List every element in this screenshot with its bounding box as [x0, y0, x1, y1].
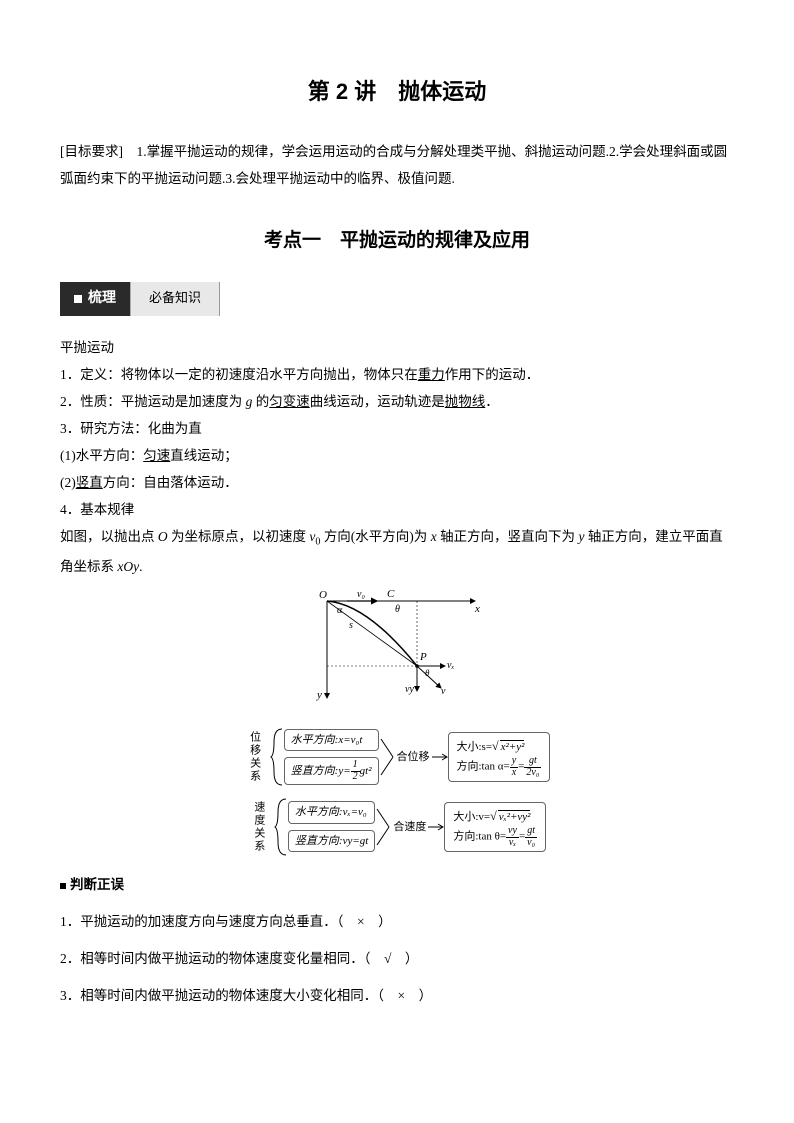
- svg-text:v: v: [441, 686, 446, 697]
- flow-velocity: 速度关系 水平方向:vₓ=v₀ 竖直方向:vy=gt 合速度 大小:v=√vₓ²…: [248, 797, 546, 857]
- banner: 梳理 必备知识: [60, 282, 734, 316]
- banner-right: 必备知识: [130, 282, 220, 316]
- svg-text:v₀: v₀: [357, 589, 365, 600]
- banner-left-text: 梳理: [88, 285, 116, 313]
- content-block: 平抛运动 1．定义：将物体以一定的初速度沿水平方向抛出，物体只在重力作用下的运动…: [60, 334, 734, 580]
- tf-item-1: 1．平抛运动的加速度方向与速度方向总垂直．（ × ）: [60, 908, 734, 935]
- p3: 3．研究方法：化曲为直: [60, 415, 734, 442]
- flow-displacement: 位移关系 水平方向:x=v₀t 竖直方向:y=12gt² 合位移 大小:s=√x…: [244, 727, 551, 787]
- banner-left: 梳理: [60, 282, 130, 316]
- svg-text:vy: vy: [405, 684, 414, 695]
- svg-text:θ: θ: [395, 604, 400, 615]
- tf-item-3: 3．相等时间内做平抛运动的物体速度大小变化相同．（ × ）: [60, 982, 734, 1009]
- flowcharts: 位移关系 水平方向:x=v₀t 竖直方向:y=12gt² 合位移 大小:s=√x…: [60, 727, 734, 857]
- trajectory-diagram: O v₀ C θ α s x y P vₓ θ vy v: [60, 586, 734, 717]
- svg-text:α: α: [337, 605, 343, 616]
- heading: 平抛运动: [60, 334, 734, 361]
- tf-heading: 判断正误: [60, 871, 734, 898]
- square-icon: [74, 295, 82, 303]
- flow2-mid: 合速度: [391, 816, 428, 838]
- p1: 1．定义：将物体以一定的初速度沿水平方向抛出，物体只在重力作用下的运动．: [60, 361, 734, 388]
- p3-1: (1)水平方向：匀速直线运动；: [60, 442, 734, 469]
- p2: 2．性质：平抛运动是加速度为 g 的匀变速曲线运动，运动轨迹是抛物线．: [60, 388, 734, 415]
- p3-2: (2)竖直方向：自由落体运动．: [60, 469, 734, 496]
- lbl-O: O: [319, 589, 327, 601]
- p4: 4．基本规律: [60, 496, 734, 523]
- svg-text:P: P: [419, 651, 427, 663]
- section1-title: 考点一 平抛运动的规律及应用: [60, 222, 734, 260]
- tf-item-2: 2．相等时间内做平抛运动的物体速度变化量相同．（ √ ）: [60, 945, 734, 972]
- flow2-box1: 水平方向:vₓ=v₀: [288, 801, 375, 824]
- page-title: 第 2 讲 抛体运动: [60, 70, 734, 114]
- flow1-mid: 合位移: [395, 746, 432, 768]
- flow1-box2: 竖直方向:y=12gt²: [284, 757, 379, 785]
- svg-text:x: x: [474, 603, 480, 615]
- svg-text:s: s: [349, 620, 353, 631]
- objectives-text: 1.掌握平抛运动的规律，学会运用运动的合成与分解处理类平抛、斜抛运动问题.2.学…: [60, 144, 727, 186]
- svg-text:C: C: [387, 588, 395, 600]
- svg-text:vₓ: vₓ: [447, 660, 454, 671]
- flow2-vlabel: 速度关系: [248, 801, 270, 853]
- flow1-result: 大小:s=√x²+y² 方向:tan α=yx=gt2v₀: [448, 732, 551, 783]
- svg-text:θ: θ: [425, 668, 430, 678]
- objectives-label: [目标要求]: [60, 144, 123, 159]
- svg-text:y: y: [316, 689, 322, 701]
- bullet-icon: [60, 883, 66, 889]
- flow1-vlabel: 位移关系: [244, 731, 266, 783]
- flow2-result: 大小:v=√vₓ²+vy² 方向:tan θ=vyvₓ=gtv₀: [444, 802, 546, 853]
- flow1-box1: 水平方向:x=v₀t: [284, 729, 379, 752]
- objectives-block: [目标要求] 1.掌握平抛运动的规律，学会运用运动的合成与分解处理类平抛、斜抛运…: [60, 138, 734, 192]
- flow2-box2: 竖直方向:vy=gt: [288, 830, 375, 853]
- p4-text: 如图，以抛出点 O 为坐标原点，以初速度 v0 方向(水平方向)为 x 轴正方向…: [60, 523, 734, 580]
